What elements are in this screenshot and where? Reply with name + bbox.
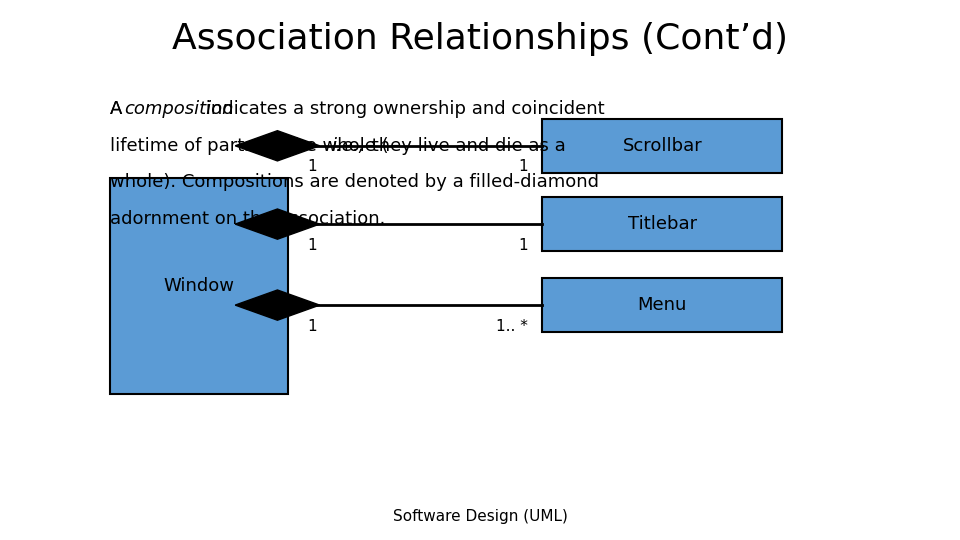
Text: A: A: [110, 100, 129, 118]
Text: 1: 1: [307, 238, 317, 253]
Text: adornment on the association.: adornment on the association.: [110, 210, 386, 228]
Text: A: A: [110, 100, 129, 118]
Text: 1: 1: [307, 159, 317, 174]
Bar: [110, 178, 288, 394]
Text: Window: Window: [164, 277, 234, 295]
Polygon shape: [235, 290, 320, 320]
Text: lifetime of parts by the whole (: lifetime of parts by the whole (: [110, 137, 389, 154]
Text: composition: composition: [124, 100, 233, 118]
Text: 1: 1: [518, 159, 528, 174]
Text: Association Relationships (Cont’d): Association Relationships (Cont’d): [172, 22, 788, 56]
Text: Titlebar: Titlebar: [628, 215, 697, 233]
Text: they live and die as a: they live and die as a: [366, 137, 565, 154]
Text: 1: 1: [307, 319, 317, 334]
Bar: [542, 197, 782, 251]
Text: Menu: Menu: [637, 296, 687, 314]
Polygon shape: [235, 131, 320, 161]
Text: i.e.,: i.e.,: [331, 137, 365, 154]
Text: 1.. *: 1.. *: [496, 319, 528, 334]
Text: 1: 1: [518, 238, 528, 253]
Text: indicates a strong ownership and coincident: indicates a strong ownership and coincid…: [201, 100, 605, 118]
Text: Software Design (UML): Software Design (UML): [393, 509, 567, 524]
Bar: [542, 278, 782, 332]
Text: whole). Compositions are denoted by a filled-diamond: whole). Compositions are denoted by a fi…: [110, 173, 599, 191]
Text: Scrollbar: Scrollbar: [622, 137, 703, 155]
Polygon shape: [235, 209, 320, 239]
Bar: [542, 119, 782, 173]
